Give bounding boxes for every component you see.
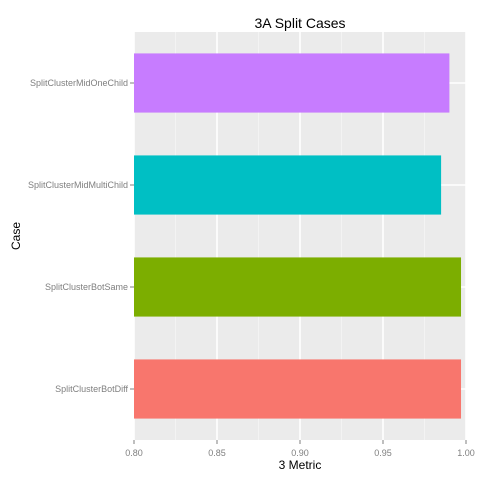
y-tick-label: SplitClusterMidMultiChild <box>28 180 128 190</box>
chart-title: 3A Split Cases <box>254 15 345 31</box>
x-axis-label: 3 Metric <box>279 458 322 472</box>
y-axis-label: Case <box>9 222 23 250</box>
x-tick-label: 0.90 <box>291 448 309 458</box>
x-tick-label: 0.85 <box>208 448 226 458</box>
bar-splitclusterbotdiff <box>134 359 462 419</box>
x-axis-ticks: 0.80 0.85 0.90 0.95 1.00 <box>125 440 475 458</box>
x-tick-label: 0.80 <box>125 448 143 458</box>
y-tick-label: SplitClusterBotSame <box>45 282 128 292</box>
y-tick-label: SplitClusterMidOneChild <box>30 78 128 88</box>
bar-splitclustermidmultichild <box>134 155 442 215</box>
bar-splitclustermidonechild <box>134 53 450 113</box>
y-tick-label: SplitClusterBotDiff <box>55 384 128 394</box>
bar-splitclusterbotsame <box>134 257 462 317</box>
y-axis-ticks: SplitClusterMidOneChild SplitClusterMidMu… <box>28 78 134 394</box>
bars <box>134 53 462 419</box>
x-tick-label: 0.95 <box>374 448 392 458</box>
x-tick-label: 1.00 <box>457 448 475 458</box>
